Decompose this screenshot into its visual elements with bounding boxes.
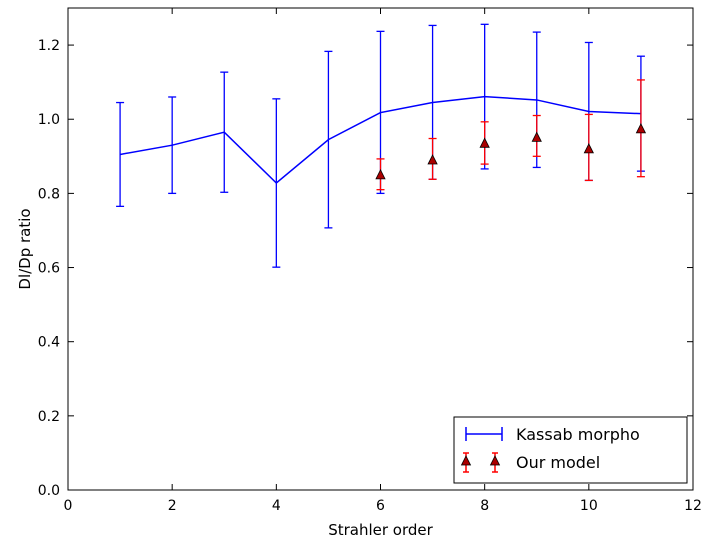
x-tick-label: 8 — [480, 498, 489, 514]
x-tick-label: 4 — [272, 498, 281, 514]
y-tick-label: 0.8 — [38, 186, 60, 202]
data-point-our-model — [479, 137, 490, 148]
plot-frame — [67, 7, 694, 491]
tick-layer: 0 2 4 6 8 10 12 0.0 0.2 0.4 0.6 0.8 1.0 1.2 — [38, 8, 702, 514]
y-tick-label: 1.2 — [38, 38, 60, 54]
x-tick-label: 10 — [580, 498, 598, 514]
x-tick-label: 0 — [64, 498, 73, 514]
data-point-our-model — [427, 154, 438, 165]
series-layer — [116, 23, 647, 268]
series-line-kassab-morpho — [119, 95, 641, 185]
legend-model-triangle-right — [489, 455, 501, 466]
x-tick-label: 2 — [168, 498, 177, 514]
y-tick-label: 1.0 — [38, 112, 60, 128]
legend-model-label: Our model — [516, 453, 600, 472]
data-point-our-model — [375, 168, 386, 180]
legend-entry-our-model: Our model — [460, 452, 600, 473]
legend-kassab-label: Kassab morpho — [516, 425, 640, 444]
series-our-model — [375, 79, 647, 191]
x-tick-label: 6 — [376, 498, 385, 514]
y-tick-label: 0.4 — [38, 335, 60, 351]
x-axis-label: Strahler order — [328, 521, 433, 539]
y-tick-label: 0.6 — [38, 261, 60, 277]
legend-entry-kassab-morpho: Kassab morpho — [465, 425, 640, 444]
legend-model-triangle-left — [460, 455, 472, 466]
legend: Kassab morpho Our model — [453, 416, 688, 484]
data-point-our-model — [583, 142, 594, 154]
x-tick-label: 12 — [684, 498, 702, 514]
data-point-our-model — [635, 122, 647, 134]
y-tick-label: 0.0 — [38, 483, 60, 499]
y-tick-label: 0.2 — [38, 409, 60, 425]
y-axis-label: Dl/Dp ratio — [16, 208, 34, 289]
data-point-our-model — [531, 131, 542, 142]
